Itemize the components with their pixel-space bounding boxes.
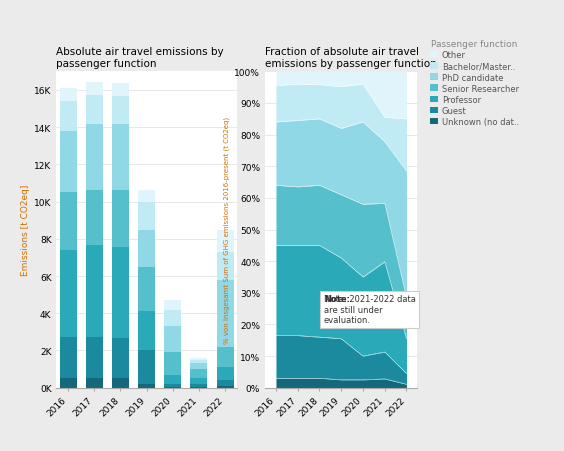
Bar xyxy=(60,132,77,193)
Bar xyxy=(217,347,233,368)
Bar xyxy=(60,378,77,388)
Bar xyxy=(86,125,103,190)
Text: Fraction of absolute air travel
emissions by passenger function: Fraction of absolute air travel emission… xyxy=(265,47,437,69)
Bar xyxy=(217,381,233,386)
Bar xyxy=(60,102,77,132)
Bar xyxy=(164,387,181,388)
Bar xyxy=(86,95,103,125)
Bar xyxy=(191,360,208,363)
Bar xyxy=(112,97,129,125)
Bar xyxy=(191,369,208,378)
Bar xyxy=(164,353,181,375)
Y-axis label: % von Insgesamt Sum of GHG emissions 2016-present (t CO2eq): % von Insgesamt Sum of GHG emissions 201… xyxy=(224,117,230,343)
Bar xyxy=(191,359,208,360)
Bar xyxy=(217,280,233,347)
Bar xyxy=(217,386,233,388)
Bar xyxy=(217,368,233,381)
Bar xyxy=(217,252,233,280)
Bar xyxy=(164,327,181,353)
Bar xyxy=(164,300,181,310)
Bar xyxy=(217,230,233,252)
Bar xyxy=(138,202,155,230)
Bar xyxy=(164,375,181,384)
Bar xyxy=(112,84,129,97)
Bar xyxy=(191,378,208,385)
Bar xyxy=(86,83,103,95)
Bar xyxy=(112,339,129,378)
Bar xyxy=(138,384,155,388)
Bar xyxy=(138,230,155,267)
Bar xyxy=(112,248,129,339)
Legend: Other, Bachelor/Master.., PhD candidate, Senior Researcher, Professor, Guest, Un: Other, Bachelor/Master.., PhD candidate,… xyxy=(430,40,519,127)
Bar xyxy=(138,267,155,312)
Bar xyxy=(138,191,155,202)
Bar xyxy=(86,246,103,337)
Bar xyxy=(112,378,129,388)
Text: Note:: Note: xyxy=(324,295,350,304)
Bar xyxy=(60,250,77,338)
Bar xyxy=(191,385,208,387)
Text: Absolute air travel emissions by
passenger function: Absolute air travel emissions by passeng… xyxy=(56,47,224,69)
Bar xyxy=(138,312,155,351)
Bar xyxy=(164,310,181,327)
Bar xyxy=(191,363,208,369)
Bar xyxy=(86,337,103,378)
Bar xyxy=(164,384,181,387)
Bar xyxy=(60,338,77,378)
Text: Note: 2021-2022 data
are still under
evaluation.: Note: 2021-2022 data are still under eva… xyxy=(324,295,416,324)
Bar xyxy=(86,378,103,388)
Bar xyxy=(86,190,103,246)
Bar xyxy=(60,193,77,250)
Bar xyxy=(112,125,129,190)
Bar xyxy=(191,387,208,388)
Y-axis label: Emissions [t CO2eq]: Emissions [t CO2eq] xyxy=(21,184,30,276)
Bar xyxy=(138,351,155,384)
Bar xyxy=(60,89,77,102)
Bar xyxy=(112,190,129,248)
